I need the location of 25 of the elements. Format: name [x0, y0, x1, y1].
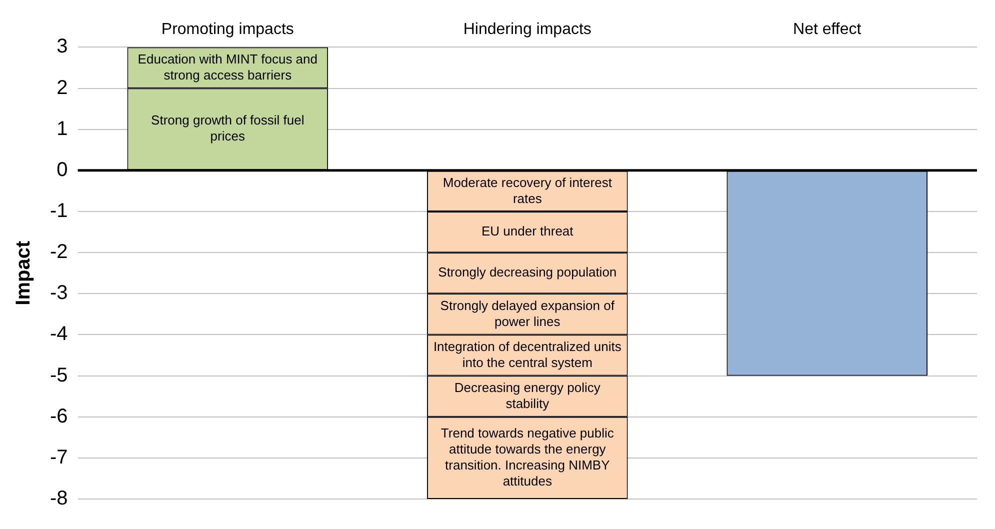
- series-label: Moderate recovery of interest rates: [442, 174, 612, 206]
- y-tick-label: -6: [50, 405, 68, 428]
- y-tick-label: 1: [56, 118, 68, 140]
- y-tick-label: -5: [50, 364, 68, 386]
- series-label: Strong growth of fossil fuel prices: [151, 112, 304, 144]
- y-tick-label: -3: [50, 282, 68, 304]
- series-label: Integration of decentralized units into the central system: [433, 338, 622, 370]
- y-tick-label: 3: [56, 36, 68, 58]
- series-label: Trend towards negative public attitude towards the energy transition. Increasing NIMBY attitudes: [440, 426, 614, 489]
- y-tick-label: -4: [50, 323, 68, 346]
- y-tick-label: -8: [50, 488, 68, 510]
- y-tick-label: 2: [56, 76, 68, 99]
- y-tick-label: 0: [56, 158, 68, 181]
- x-tick-label: Promoting impacts: [161, 21, 294, 38]
- series-label: Decreasing energy policy stability: [454, 380, 601, 411]
- x-tick-label: Hindering impacts: [463, 21, 592, 38]
- y-tick-label: -2: [50, 241, 68, 264]
- series-label: Education with MINT focus and strong access barriers: [138, 51, 318, 82]
- series-label: EU under threat: [482, 224, 574, 239]
- y-axis-title: Impact: [12, 240, 35, 306]
- y-tick-label: -7: [50, 446, 68, 468]
- series-label: Strongly decreasing population: [438, 264, 617, 280]
- y-tick-label: -1: [50, 200, 68, 222]
- x-tick-label: Net effect: [793, 21, 862, 38]
- series-label: Strongly delayed expansion of power lines: [440, 298, 615, 329]
